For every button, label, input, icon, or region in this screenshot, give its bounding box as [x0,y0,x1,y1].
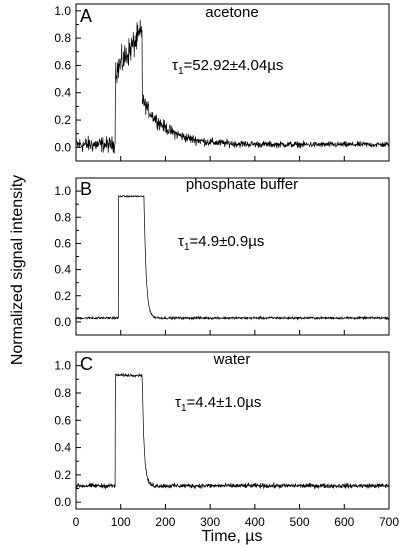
signal-trace [75,194,389,321]
panel-title: phosphate buffer [186,176,298,193]
tau-value: =4.4±1.0µs [187,394,262,411]
y-tick-label: 1.0 [54,184,71,198]
x-tick-label: 500 [290,515,310,529]
tau-value: =4.9±0.9µs [190,233,265,250]
panel-letter: C [80,354,93,374]
tau-subscript: 1 [181,403,187,414]
tau-subscript: 1 [184,242,190,253]
y-tick-label: 0.2 [54,468,71,482]
x-tick-label: 300 [200,515,220,529]
x-tick-label: 200 [155,515,175,529]
x-tick-label: 400 [245,515,265,529]
y-ticks: 0.0 0.2 0.4 0.6 0.8 1.0 [54,184,390,335]
y-ticks: 0.0 0.2 0.4 0.6 0.8 1.0 [54,4,390,161]
y-tick-label: 0.8 [54,31,71,45]
y-tick-label: 0.6 [54,413,71,427]
plot-frame [75,351,390,510]
x-ticks: 0 100 200 300 400 500 600 700 [73,515,400,529]
y-tick-label: 0.6 [54,58,71,72]
panel-c: 0.0 0.2 0.4 0.6 0.8 1.0 C water τ1=4.4±1.0µs [54,351,390,510]
y-tick-label: 0.2 [54,113,71,127]
y-tick-label: 0.4 [54,86,71,100]
x-tick-label: 100 [111,515,131,529]
panel-letter: A [80,6,92,26]
tau-subscript: 1 [178,66,184,77]
y-tick-label: 0.0 [54,315,71,329]
x-tick-label: 0 [73,515,80,529]
panel-title: water [213,351,251,368]
tau-symbol: τ [172,57,178,74]
y-tick-label: 1.0 [54,359,71,373]
y-tick-label: 0.8 [54,386,71,400]
plot-frame [75,3,390,162]
panel-title: acetone [205,4,258,21]
panel-letter: B [80,179,92,199]
panel-a: 0.0 0.2 0.4 0.6 0.8 1.0 A acetone τ1=52.92±4.… [54,3,390,162]
tau-symbol: τ [178,233,184,250]
y-tick-label: 0.4 [54,441,71,455]
signal-trace [75,372,390,490]
y-axis-title: Normalized signal intensity [9,175,26,365]
y-tick-label: 0.2 [54,289,71,303]
y-tick-label: 1.0 [54,4,71,18]
y-tick-label: 0.0 [54,495,71,509]
signal-trace [75,19,390,154]
y-ticks: 0.0 0.2 0.4 0.6 0.8 1.0 [54,359,390,509]
x-tick-label: 600 [334,515,354,529]
x-axis-title: Time, µs [201,528,262,545]
x-tick-label: 700 [379,515,399,529]
y-tick-label: 0.4 [54,263,71,277]
panel-b: 0.0 0.2 0.4 0.6 0.8 1.0 B phosphate buffer τ1… [54,176,390,336]
y-tick-label: 0.6 [54,236,71,250]
tau-annotation: τ1=4.4±1.0µs [175,394,261,414]
plot-frame [75,177,390,336]
tau-annotation: τ1=4.9±0.9µs [178,233,264,253]
tau-annotation: τ1=52.92±4.04µs [172,57,283,77]
y-tick-label: 0.8 [54,210,71,224]
tau-value: =52.92±4.04µs [184,57,284,74]
y-tick-label: 0.0 [54,140,71,154]
tau-symbol: τ [175,394,181,411]
